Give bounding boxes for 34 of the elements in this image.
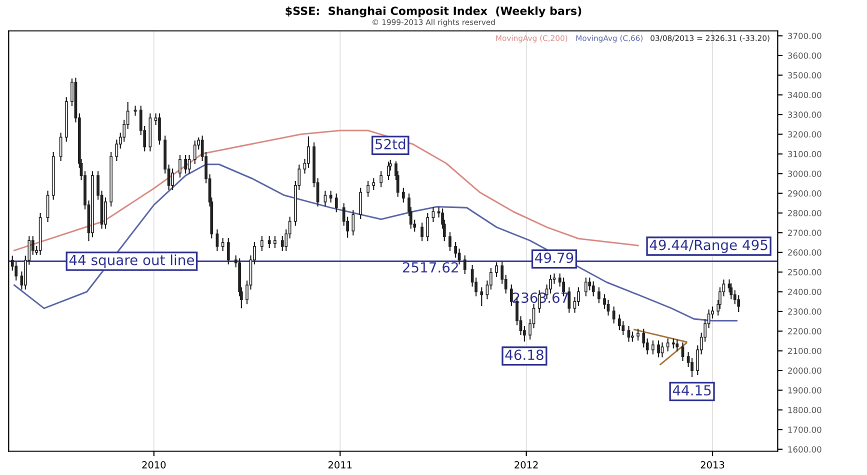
annotation: 44.15 (672, 385, 711, 396)
y-tick-label: 1800.00 (788, 406, 822, 414)
y-tick-label: 3500.00 (788, 72, 822, 78)
y-tick-label: 2300.00 (788, 308, 822, 315)
y-tick-label: 2700.00 (788, 230, 822, 236)
chart-title: $SSE: Shanghai Composit Index (Weekly bars) (286, 6, 582, 18)
annotation: 49.79 (535, 252, 574, 264)
y-tick-label: 3300.00 (788, 112, 822, 118)
y-tick-label: 3600.00 (788, 52, 822, 59)
y-tick-label: 2200.00 (788, 328, 822, 334)
y-tick-label: 2000.00 (788, 368, 822, 374)
y-tick-label: 3200.00 (788, 131, 822, 138)
y-tick-label: 1700.00 (788, 426, 822, 433)
annotation: 2517.62 (402, 262, 458, 273)
y-tick-label: 3700.00 (788, 32, 822, 40)
y-tick-label: 2100.00 (788, 348, 822, 354)
y-tick-label: 3400.00 (788, 92, 822, 98)
y-tick-label: 3100.00 (788, 150, 822, 158)
x-tick-label: 2010 (142, 461, 166, 468)
x-tick-label: 2012 (514, 461, 538, 468)
x-tick-label: 2011 (328, 461, 352, 468)
annotation: 52td (375, 138, 406, 150)
y-tick-label: 1600.00 (788, 446, 822, 453)
y-tick-label: 2600.00 (788, 249, 822, 256)
y-tick-label: 2900.00 (788, 190, 822, 197)
x-tick-label: 2013 (700, 461, 724, 468)
ref-line-label: 44 square out line (69, 254, 194, 268)
y-tick-label: 2400.00 (788, 288, 822, 296)
y-tick-label: 1900.00 (788, 387, 822, 394)
y-tick-label: 2800.00 (788, 210, 822, 216)
annotation: 46.18 (505, 350, 544, 360)
annotation: 49.44/Range 495 (650, 240, 768, 253)
y-tick-label: 2500.00 (788, 269, 822, 276)
y-tick-label: 3000.00 (788, 170, 822, 177)
